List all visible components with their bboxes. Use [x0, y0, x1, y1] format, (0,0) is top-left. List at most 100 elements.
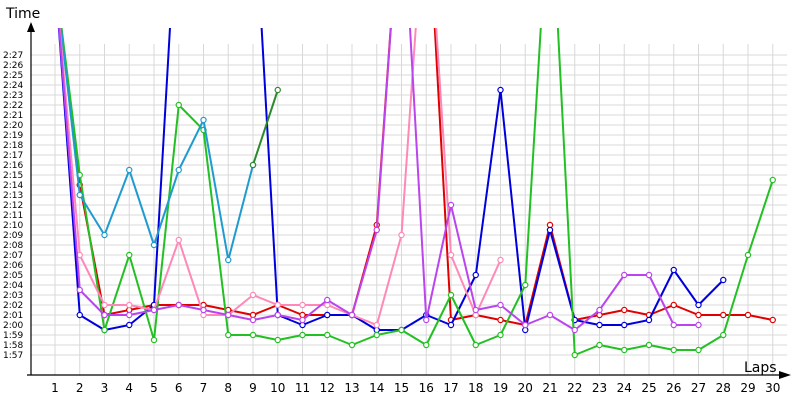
x-tick-label: 7: [200, 381, 208, 395]
data-point: [695, 301, 702, 309]
series-line: [57, 28, 725, 331]
y-tick-label: 2:12: [3, 201, 23, 211]
series-2: [57, 28, 727, 334]
x-tick-label: 27: [691, 381, 706, 395]
x-tick-label: 24: [617, 381, 632, 395]
data-point: [249, 161, 257, 169]
data-point: [447, 201, 455, 209]
data-point: [571, 326, 578, 334]
data-point: [621, 346, 628, 354]
y-tick-label: 2:26: [3, 61, 23, 71]
y-tick-label: 2:11: [3, 211, 23, 221]
data-point: [126, 251, 133, 259]
series-3: [60, 28, 776, 359]
y-tick-label: 2:17: [3, 151, 23, 161]
data-point: [150, 306, 158, 314]
data-point: [720, 311, 727, 319]
data-point: [621, 306, 628, 314]
y-tick-label: 2:06: [3, 261, 23, 271]
data-point: [324, 331, 331, 339]
data-point: [373, 331, 380, 339]
data-point: [447, 321, 455, 329]
data-point: [274, 301, 281, 309]
x-tick-label: 26: [666, 381, 681, 395]
data-point: [695, 346, 702, 354]
data-point: [126, 166, 133, 174]
data-point: [497, 301, 504, 309]
data-point: [621, 321, 628, 329]
data-point: [101, 311, 108, 319]
y-tick-label: 2:07: [3, 251, 23, 261]
data-point: [645, 271, 653, 279]
data-point: [769, 176, 776, 184]
data-point: [447, 251, 455, 259]
data-point: [299, 331, 306, 339]
data-point: [744, 311, 752, 319]
x-tick-label: 5: [150, 381, 158, 395]
data-point: [274, 86, 281, 94]
x-tick-label: 4: [125, 381, 133, 395]
data-point: [720, 276, 727, 284]
data-point: [175, 101, 182, 109]
data-point: [720, 331, 727, 339]
data-point: [76, 311, 83, 319]
data-point: [126, 311, 133, 319]
y-tick-label: 2:15: [3, 171, 23, 181]
data-point: [324, 296, 331, 304]
data-point: [497, 86, 504, 94]
y-tick-label: 2:16: [3, 161, 23, 171]
data-point: [225, 256, 232, 264]
data-point: [546, 226, 554, 234]
x-tick-label: 30: [765, 381, 780, 395]
y-tick-label: 2:27: [3, 51, 23, 61]
data-point: [423, 316, 430, 324]
y-tick-label: 2:22: [3, 101, 23, 111]
series-7: [58, 28, 702, 334]
data-point: [150, 336, 158, 344]
x-tick-label: 2: [76, 381, 84, 395]
data-point: [423, 341, 430, 349]
data-point: [596, 321, 603, 329]
x-tick-label: 18: [468, 381, 483, 395]
y-tick-label: 2:24: [3, 81, 23, 91]
data-point: [472, 306, 479, 314]
series-4: [59, 28, 257, 264]
data-point: [225, 331, 232, 339]
tick-labels: 1:571:581:592:002:012:022:032:042:052:06…: [3, 51, 780, 395]
x-tick-label: 19: [493, 381, 508, 395]
data-point: [744, 251, 752, 259]
data-point: [249, 331, 257, 339]
y-tick-label: 2:02: [3, 301, 23, 311]
x-tick-label: 9: [249, 381, 257, 395]
data-point: [670, 321, 677, 329]
data-point: [249, 316, 257, 324]
x-tick-label: 12: [320, 381, 335, 395]
x-tick-label: 17: [443, 381, 458, 395]
data-point: [645, 341, 653, 349]
data-point: [126, 301, 133, 309]
x-tick-label: 11: [295, 381, 310, 395]
y-tick-label: 2:09: [3, 231, 23, 241]
y-tick-label: 2:20: [3, 121, 23, 131]
data-point: [249, 291, 257, 299]
y-tick-label: 2:04: [3, 281, 23, 291]
y-tick-label: 2:01: [3, 311, 23, 321]
data-point: [497, 331, 504, 339]
y-tick-label: 2:23: [3, 91, 23, 101]
y-tick-label: 2:21: [3, 111, 23, 121]
y-tick-label: 2:08: [3, 241, 23, 251]
data-point: [522, 321, 529, 329]
x-tick-label: 21: [542, 381, 557, 395]
data-point: [126, 321, 133, 329]
data-point: [596, 341, 603, 349]
x-tick-label: 14: [369, 381, 384, 395]
data-point: [373, 321, 380, 329]
series-line: [252, 89, 279, 166]
x-tick-label: 3: [101, 381, 109, 395]
x-tick-label: 23: [592, 381, 607, 395]
data-point: [522, 281, 529, 289]
data-point: [695, 311, 702, 319]
y-axis-arrow: [27, 22, 35, 32]
series-layer: [57, 28, 776, 359]
